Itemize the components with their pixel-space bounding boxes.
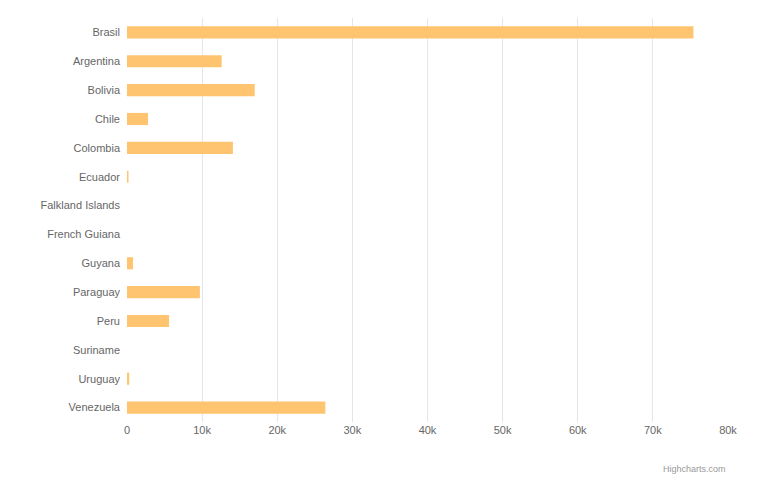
svg-text:Paraguay: Paraguay <box>73 286 121 298</box>
svg-text:Argentina: Argentina <box>73 55 121 67</box>
svg-text:Highcharts.com: Highcharts.com <box>663 464 726 474</box>
svg-text:50k: 50k <box>494 424 512 436</box>
svg-text:Venezuela: Venezuela <box>69 401 121 413</box>
svg-text:60k: 60k <box>569 424 587 436</box>
svg-text:French Guiana: French Guiana <box>47 228 121 240</box>
svg-text:80k: 80k <box>719 424 737 436</box>
svg-text:0: 0 <box>124 424 130 436</box>
svg-text:10k: 10k <box>193 424 211 436</box>
svg-text:Bolivia: Bolivia <box>88 84 121 96</box>
svg-text:30k: 30k <box>344 424 362 436</box>
svg-text:Suriname: Suriname <box>73 344 120 356</box>
svg-text:Chile: Chile <box>95 113 120 125</box>
svg-text:Uruguay: Uruguay <box>78 373 120 385</box>
svg-text:Peru: Peru <box>97 315 120 327</box>
svg-text:20k: 20k <box>268 424 286 436</box>
svg-text:Falkland Islands: Falkland Islands <box>41 199 121 211</box>
svg-text:40k: 40k <box>419 424 437 436</box>
svg-text:Guyana: Guyana <box>81 257 120 269</box>
svg-text:70k: 70k <box>644 424 662 436</box>
svg-text:Ecuador: Ecuador <box>79 171 120 183</box>
svg-text:Brasil: Brasil <box>92 26 120 38</box>
svg-text:Colombia: Colombia <box>74 142 121 154</box>
